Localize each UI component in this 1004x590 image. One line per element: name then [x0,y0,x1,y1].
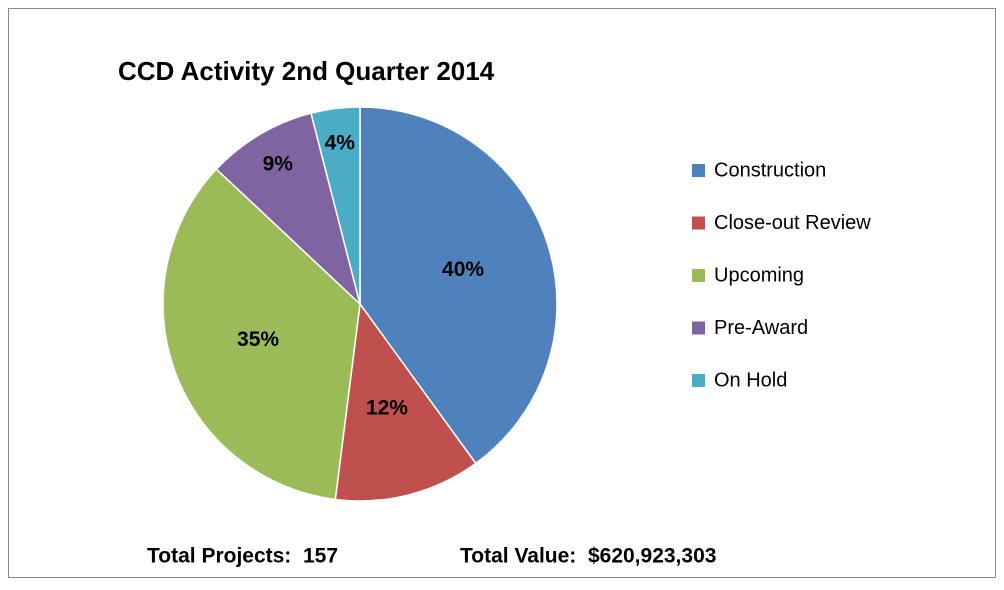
legend-label: Pre-Award [714,317,808,339]
pie-slice [162,168,361,501]
legend-label: Construction [714,159,826,181]
chart-title: CCD Activity 2nd Quarter 2014 [118,56,495,86]
data-label: 40% [442,258,484,281]
data-label: 4% [325,131,356,154]
data-label: 35% [237,328,279,351]
annotation: Total Value: $620,923,303 [460,545,716,568]
pie-slice [215,112,362,307]
pie-slice [334,302,477,502]
pie-slice [359,106,558,465]
data-label: 12% [366,396,408,419]
legend-swatch [692,164,705,177]
legend-label: Close-out Review [714,212,871,234]
data-label: 9% [263,153,294,176]
legend-swatch [692,321,705,335]
legend-label: Upcoming [714,264,804,286]
legend-swatch [692,269,705,282]
pie-slice [310,106,361,305]
legend-swatch [692,216,705,230]
legend-swatch [692,374,705,387]
annotation: Total Projects: 157 [147,545,338,568]
legend-label: On Hold [714,369,787,391]
